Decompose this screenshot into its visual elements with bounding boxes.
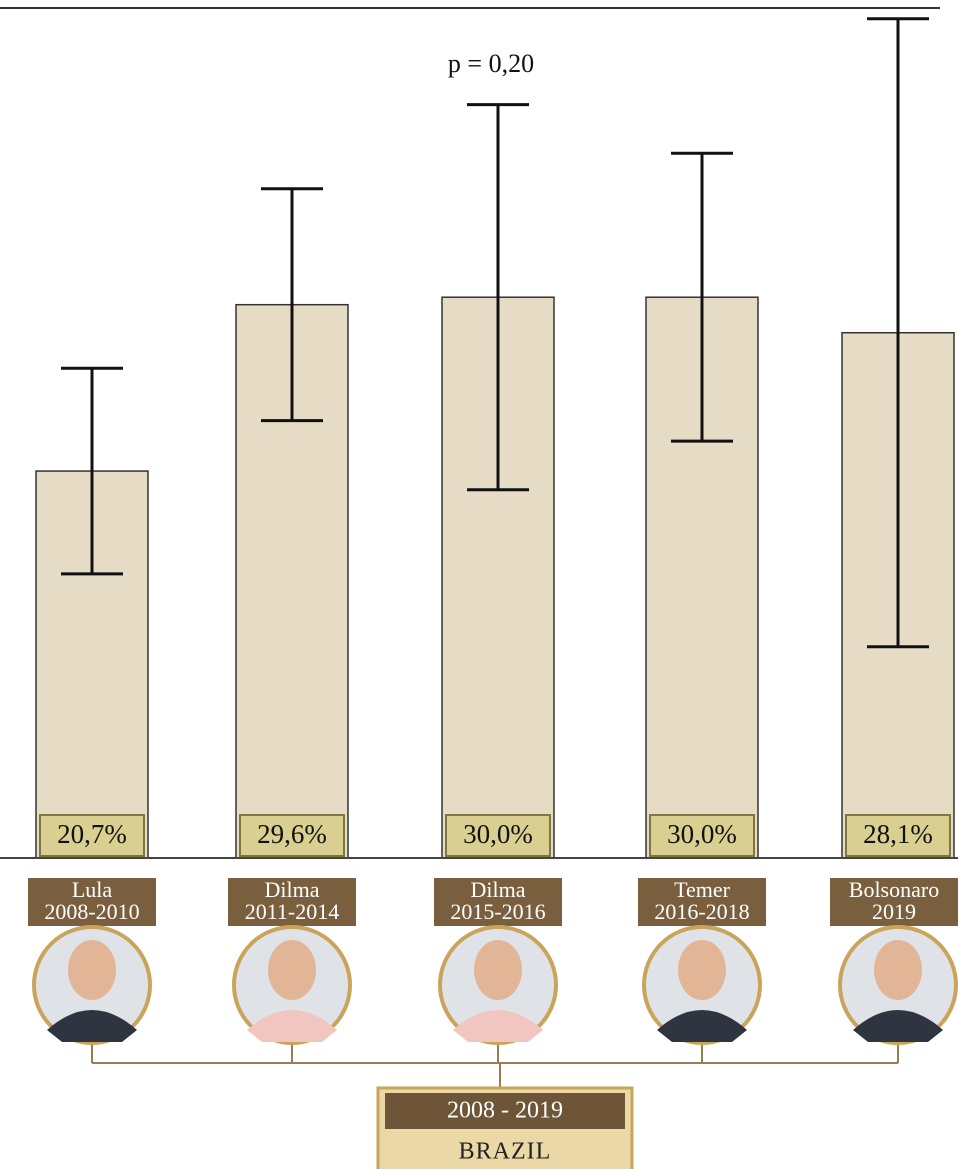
portrait xyxy=(838,925,958,1045)
label-box xyxy=(28,878,156,926)
value-label-box xyxy=(649,814,755,857)
portrait-body xyxy=(247,1010,337,1042)
label-box xyxy=(830,878,958,926)
portrait-body xyxy=(657,1010,747,1042)
x-tick-period: 2016-2018 xyxy=(654,899,749,924)
portrait xyxy=(438,925,558,1045)
portrait-body xyxy=(47,1010,137,1042)
annotation: p = 0,20 xyxy=(448,49,534,78)
value-label-box xyxy=(39,814,145,857)
x-tick-label: Temer xyxy=(674,877,731,902)
error-bar xyxy=(61,366,123,576)
value-label: 30,0% xyxy=(463,819,533,849)
error-bar xyxy=(261,187,323,423)
portrait xyxy=(32,925,152,1045)
connectors xyxy=(91,1040,899,1090)
label-box xyxy=(434,878,562,926)
value-label-box xyxy=(239,814,345,857)
portrait-face xyxy=(68,940,116,1000)
value-label: 28,1% xyxy=(863,819,933,849)
error-bar xyxy=(467,103,529,492)
footer-region: BRAZIL xyxy=(459,1139,552,1165)
x-tick-label: Dilma xyxy=(471,877,526,902)
x-tick-label: Dilma xyxy=(265,877,320,902)
value-label: 30,0% xyxy=(667,819,737,849)
x-tick-period: 2011-2014 xyxy=(245,899,340,924)
portrait xyxy=(232,925,352,1045)
label-box xyxy=(228,878,356,926)
x-tick-period: 2008-2010 xyxy=(44,899,139,924)
x-tick-label: Bolsonaro xyxy=(849,877,939,902)
portrait-face xyxy=(474,940,522,1000)
value-label: 29,6% xyxy=(257,819,327,849)
x-tick-period: 2015-2016 xyxy=(450,899,545,924)
value-label: 20,7% xyxy=(57,819,127,849)
portrait-face xyxy=(874,940,922,1000)
x-tick-label: Lula xyxy=(72,877,113,902)
label-box xyxy=(638,878,766,926)
portrait-face xyxy=(678,940,726,1000)
error-bar xyxy=(867,17,929,649)
portrait-body xyxy=(453,1010,543,1042)
portrait-body xyxy=(853,1010,943,1042)
value-label-box xyxy=(445,814,551,857)
footer-band xyxy=(385,1093,625,1129)
value-label-box xyxy=(845,814,951,857)
portrait-face xyxy=(268,940,316,1000)
portrait xyxy=(642,925,762,1045)
error-bar xyxy=(671,151,733,443)
footer-period: 2008 - 2019 xyxy=(447,1098,563,1124)
x-tick-period: 2019 xyxy=(872,899,916,924)
